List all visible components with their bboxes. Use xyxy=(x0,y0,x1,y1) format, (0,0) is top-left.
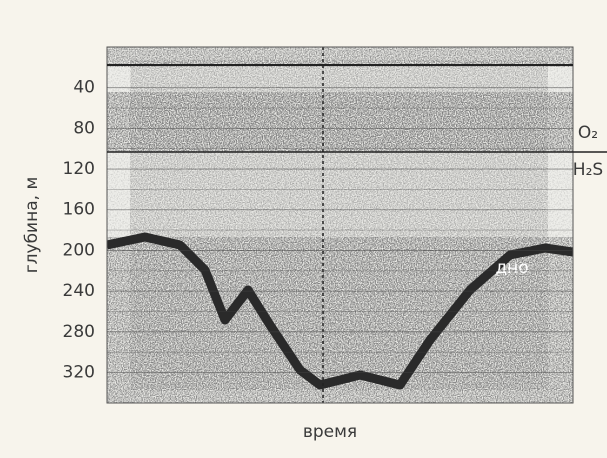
y-tick-label: 240 xyxy=(63,281,95,301)
y-tick-label: 120 xyxy=(63,159,95,179)
bottom-label: дно xyxy=(495,258,528,278)
bottom-profile xyxy=(107,232,573,390)
y-tick-label: 160 xyxy=(63,200,95,220)
h2s-label: H₂S xyxy=(573,160,603,180)
echogram xyxy=(107,47,573,403)
o2-label: O₂ xyxy=(578,123,598,143)
y-tick-label: 320 xyxy=(63,362,95,382)
y-tick-label: 40 xyxy=(73,78,95,98)
y-tick-label: 80 xyxy=(73,118,95,138)
x-axis-label: время xyxy=(303,422,357,442)
y-tick-label: 200 xyxy=(63,240,95,260)
y-tick-label: 280 xyxy=(63,322,95,342)
y-axis-label: глубина, м xyxy=(22,177,42,274)
plot-frame xyxy=(106,46,574,404)
